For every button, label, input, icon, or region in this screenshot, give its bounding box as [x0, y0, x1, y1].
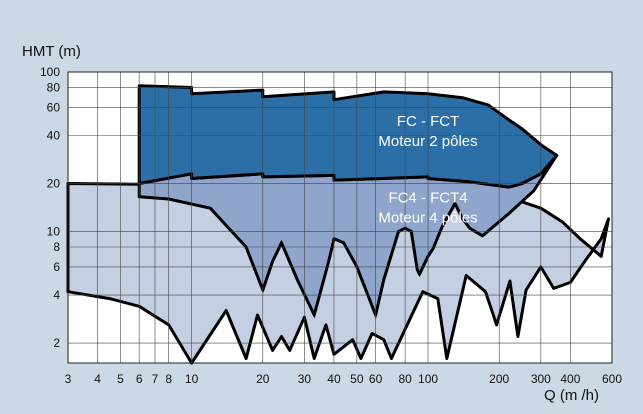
x-tick-label: 50	[350, 372, 364, 386]
x-tick-label: 6	[136, 372, 143, 386]
x-tick-label: 40	[327, 372, 341, 386]
y-axis-title: HMT (m)	[22, 43, 81, 60]
region-label-line1-0: FC - FCT	[397, 113, 459, 130]
y-tick-label: 60	[47, 100, 61, 114]
y-tick-label: 40	[47, 128, 61, 142]
x-tick-label: 100	[418, 372, 438, 386]
y-tick-label: 10	[47, 225, 61, 239]
x-tick-label: 300	[531, 372, 551, 386]
x-tick-label: 200	[489, 372, 509, 386]
y-tick-label: 6	[53, 260, 60, 274]
dashed-curve	[139, 154, 558, 320]
x-tick-label: 5	[117, 372, 124, 386]
region-label-line2-0: Moteur 2 pôles	[378, 133, 477, 150]
y-tick-label: 20	[47, 177, 61, 191]
plot-area: 3 4 5 6 7 8 10 20 30 40 50 60 80 100 200 300 400 60024681…	[40, 65, 622, 386]
region-label-line1-1: FC4 - FCT4	[388, 189, 467, 206]
plot-frame	[67, 71, 613, 364]
y-tick-label: 4	[53, 288, 60, 302]
x-tick-label: 600	[602, 372, 622, 386]
y-tick-label: 80	[47, 80, 61, 94]
x-tick-label: 3	[65, 372, 72, 386]
x-tick-label: 8	[165, 372, 172, 386]
x-tick-label: 30	[298, 372, 312, 386]
x-tick-label: 7	[152, 372, 159, 386]
x-tick-label: 400	[560, 372, 580, 386]
x-tick-label: 10	[185, 372, 199, 386]
y-tick-label: 2	[53, 336, 60, 350]
x-tick-label: 60	[369, 372, 383, 386]
x-axis-title: Q (m /h)	[544, 387, 599, 404]
x-tick-label: 80	[398, 372, 412, 386]
region-label-line2-1: Moteur 4 pôles	[378, 209, 477, 226]
y-tick-label: 100	[40, 65, 60, 79]
y-tick-label: 8	[53, 240, 60, 254]
x-tick-label: 20	[256, 372, 270, 386]
x-tick-label: 4	[94, 372, 101, 386]
